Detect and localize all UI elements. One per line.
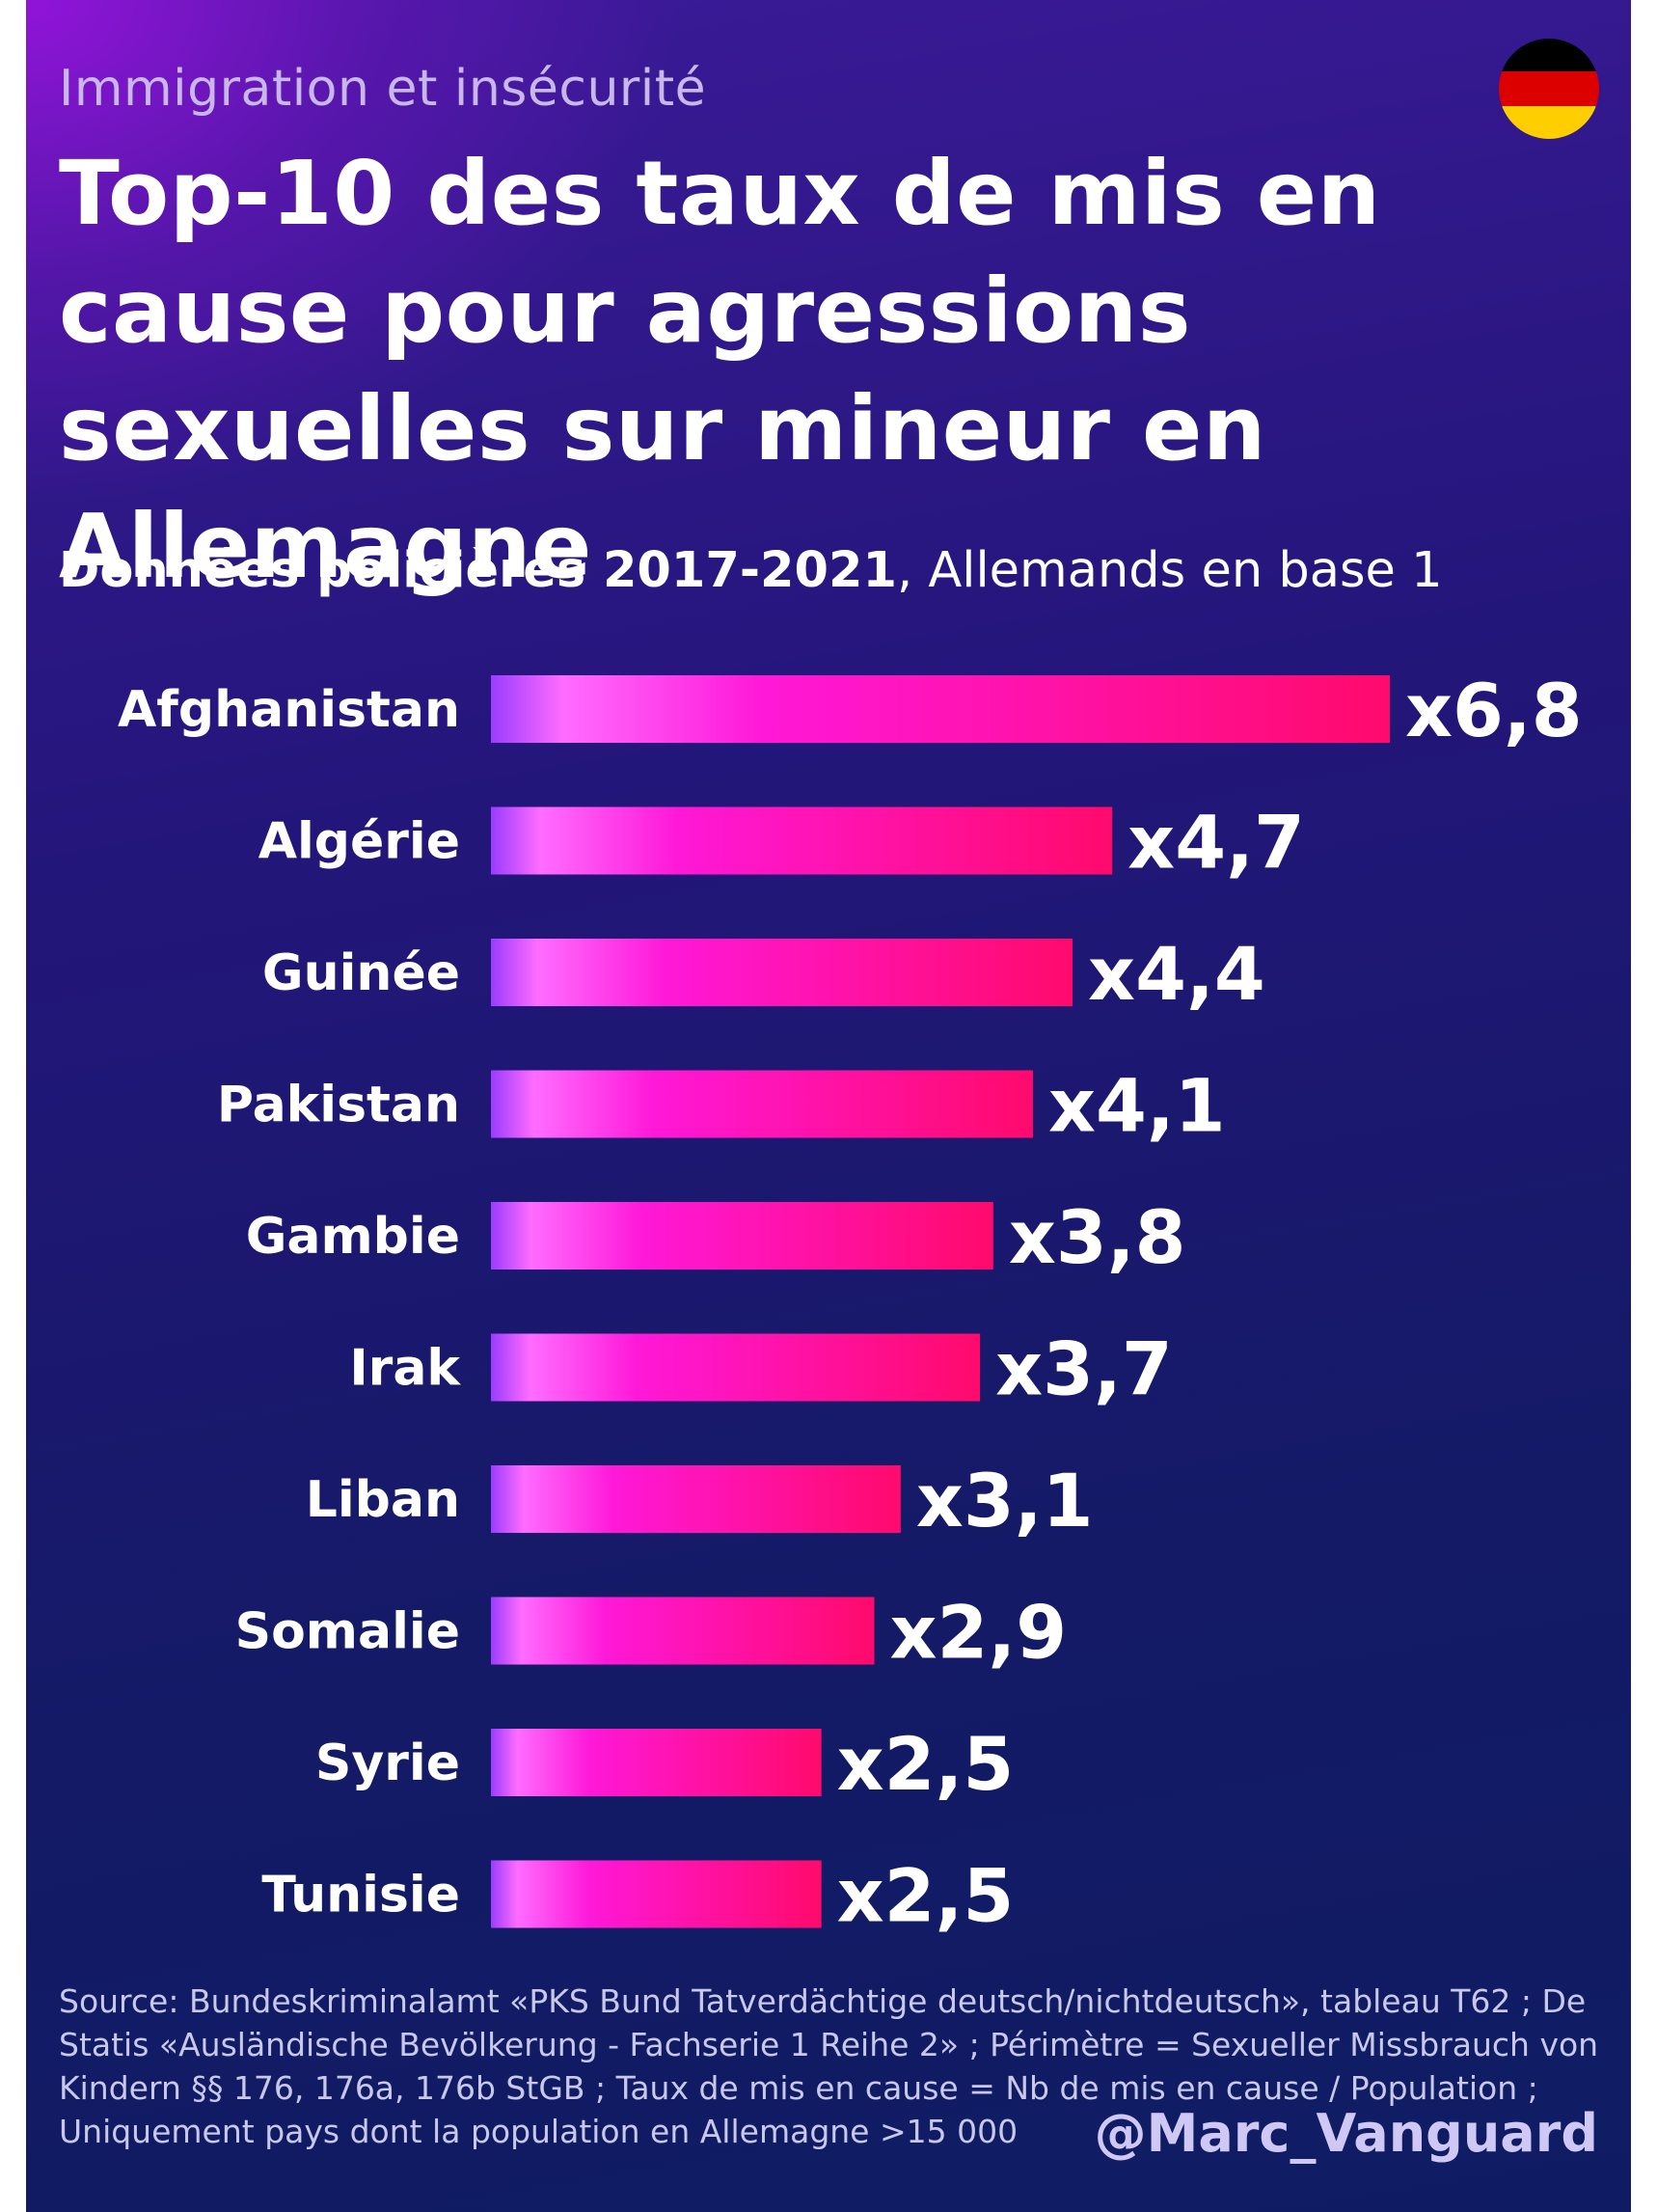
bar — [491, 1860, 822, 1928]
bar-group: Algérie x4,7 — [258, 800, 1305, 886]
category-label: Somalie — [235, 1603, 460, 1661]
value-label: x4,7 — [1127, 800, 1305, 886]
category-label: Algérie — [258, 813, 460, 871]
bar-group: Pakistan x4,1 — [217, 1063, 1226, 1149]
chart-subtitle: Données policières 2017-2021, Allemands … — [59, 542, 1443, 599]
category-label: Liban — [306, 1471, 460, 1529]
author-handle: @Marc_Vanguard — [1094, 2103, 1598, 2164]
category-label: Pakistan — [217, 1077, 460, 1134]
bar — [491, 1597, 875, 1665]
infographic-card: Immigration et insécurité Top-10 des tau… — [26, 0, 1631, 2212]
category-label: Gambie — [246, 1208, 460, 1266]
germany-flag-icon — [1499, 39, 1599, 139]
bar — [491, 806, 1113, 875]
category-label: Syrie — [315, 1734, 460, 1792]
bar — [491, 1070, 1033, 1138]
value-label: x3,7 — [995, 1326, 1173, 1412]
value-label: x2,9 — [889, 1590, 1067, 1676]
bar-chart: Afghanistan x6,8 Algérie x4,7 Guinée x4,4 Paki… — [118, 668, 1583, 1939]
page-title: Top-10 des taux de mis en cause pour agr… — [59, 142, 1381, 598]
value-label: x2,5 — [837, 1721, 1015, 1807]
bar-group: Irak x3,7 — [349, 1326, 1172, 1412]
category-label: Afghanistan — [118, 681, 460, 739]
bar-group: Tunisie x2,5 — [261, 1853, 1014, 1939]
bar-group: Syrie x2,5 — [315, 1721, 1014, 1807]
bar — [491, 675, 1390, 743]
bar — [491, 1465, 901, 1533]
kicker-text: Immigration et insécurité — [59, 60, 707, 118]
category-label: Tunisie — [261, 1867, 460, 1925]
subtitle-rest: , Allemands en base 1 — [897, 542, 1443, 599]
value-label: x4,4 — [1088, 931, 1265, 1017]
bar — [491, 1202, 993, 1270]
bar — [491, 939, 1073, 1006]
value-label: x6,8 — [1405, 668, 1583, 753]
value-label: x2,5 — [837, 1853, 1015, 1939]
source-note: Source: Bundeskriminalamt «PKS Bund Tatv… — [59, 1982, 1599, 2150]
value-label: x3,1 — [916, 1458, 1094, 1543]
bar-group: Gambie x3,8 — [246, 1194, 1186, 1280]
bar — [491, 1333, 981, 1402]
bar-group: Somalie x2,9 — [235, 1590, 1068, 1676]
category-label: Irak — [349, 1340, 461, 1398]
bar-group: Guinée x4,4 — [262, 931, 1265, 1017]
bar-group: Liban x3,1 — [306, 1458, 1094, 1543]
subtitle-bold: Données policières 2017-2021 — [59, 542, 897, 599]
category-label: Guinée — [262, 944, 460, 1002]
value-label: x3,8 — [1009, 1194, 1186, 1280]
bar-group: Afghanistan x6,8 — [118, 668, 1583, 753]
value-label: x4,1 — [1048, 1063, 1226, 1149]
bar — [491, 1729, 822, 1796]
